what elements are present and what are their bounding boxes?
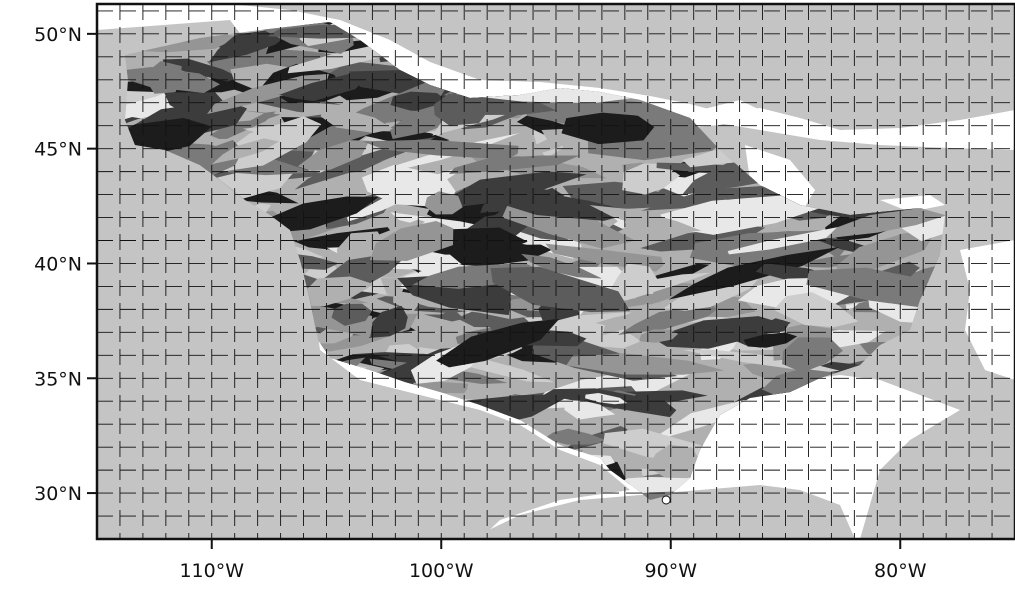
sub-basin-patch	[490, 266, 631, 313]
sub-basin-patch	[207, 73, 329, 115]
sub-basin-patch	[162, 58, 239, 82]
sub-basin-patch	[639, 329, 679, 343]
sub-basin-patch	[617, 304, 717, 336]
sub-basin-patch	[610, 263, 658, 295]
sub-basin-patch	[433, 93, 489, 126]
sub-basin-patch	[493, 191, 637, 221]
landmass-north	[230, 4, 1015, 130]
sub-basin-patch	[362, 139, 519, 160]
x-tick-label: 80°W	[874, 560, 927, 582]
sub-basin-patch	[652, 316, 776, 349]
y-tick-label: 30°N	[34, 483, 82, 505]
sub-basin-patch	[320, 108, 394, 134]
y-tick-label: 50°N	[34, 24, 82, 46]
x-tick-label: 100°W	[409, 560, 474, 582]
y-tick-label: 40°N	[34, 253, 82, 275]
sub-basin-patch	[544, 428, 609, 445]
sub-basin-patch	[211, 138, 279, 165]
sub-basin-patch	[296, 276, 374, 307]
sub-basin-patch	[368, 305, 408, 338]
x-tick-label: 110°W	[179, 560, 244, 582]
atlantic-coast-water	[960, 240, 1015, 380]
map-plot-area	[97, 4, 1015, 539]
sub-basin-patch	[561, 112, 655, 145]
sub-basin-patch	[589, 205, 702, 232]
florida-land	[860, 390, 1015, 539]
sub-basin-patch	[424, 191, 463, 215]
gauge-outlet-marker	[661, 495, 671, 505]
sub-basin-patch	[448, 155, 580, 174]
sub-basin-patch	[437, 171, 587, 210]
sub-basin-patch	[566, 353, 725, 375]
sub-basin-patch	[521, 253, 602, 279]
lake-ontario-water	[880, 195, 945, 212]
sub-basin-patch	[564, 400, 616, 420]
sub-basin-patch	[369, 221, 454, 262]
sub-basin-patch	[279, 73, 367, 102]
sub-basin-patch	[668, 246, 840, 300]
x-tick-label: 90°W	[645, 560, 698, 582]
map-frame	[95, 2, 1015, 541]
y-axis-ticks: 50°N 45°N 40°N 35°N 30°N	[34, 24, 97, 505]
sub-basin-patch	[640, 224, 766, 252]
y-tick-label: 35°N	[34, 368, 82, 390]
gulf-coast-land	[470, 485, 855, 539]
x-axis-ticks: 110°W 100°W 90°W 80°W	[179, 539, 927, 582]
sub-basin-patch	[641, 185, 812, 211]
sub-basin-patch	[743, 332, 798, 348]
sub-basin-patch	[209, 29, 290, 63]
sub-basin-patch	[297, 140, 370, 171]
sub-basin-patch	[258, 196, 379, 234]
outlet-star-icon	[661, 495, 671, 505]
sub-basin-patch	[145, 61, 182, 94]
sub-basin-patch	[660, 194, 821, 235]
y-tick-label: 45°N	[34, 139, 82, 161]
sub-basin-patch	[806, 267, 945, 311]
lat-lon-grid	[97, 4, 1015, 539]
